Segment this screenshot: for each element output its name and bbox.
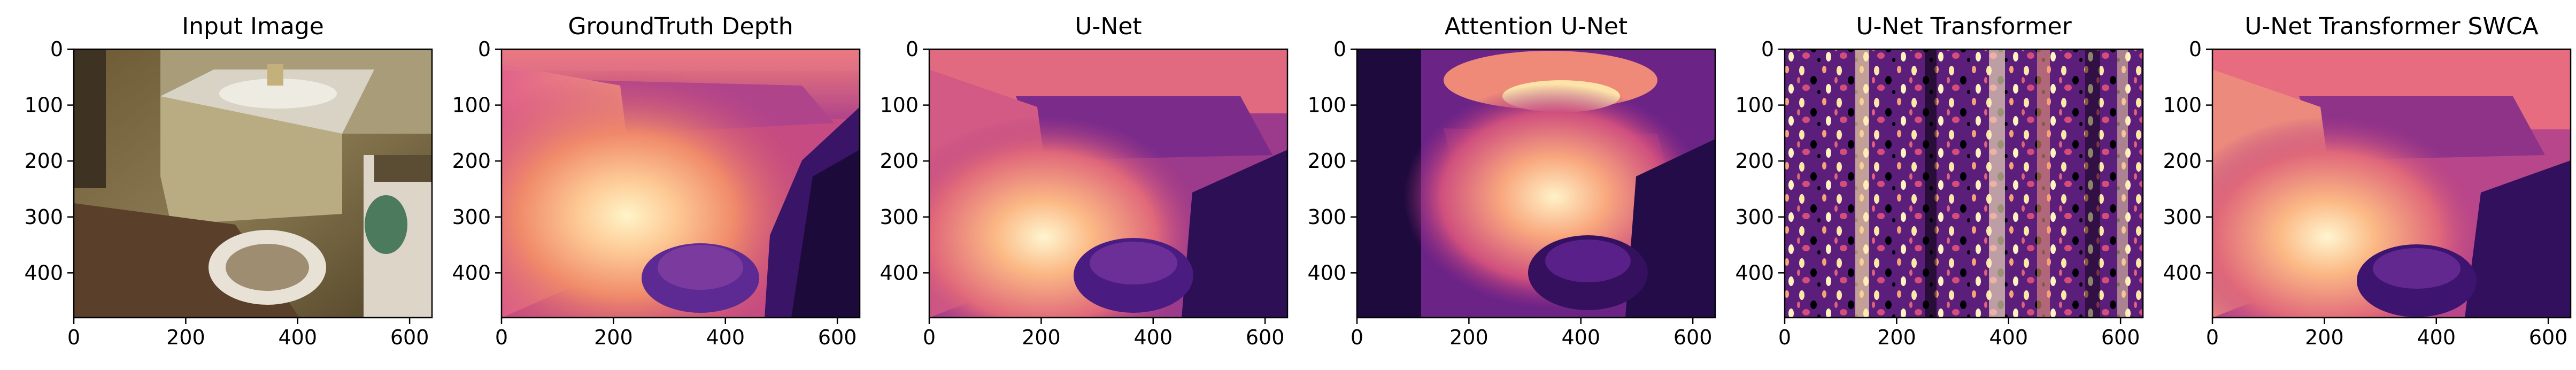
y-tick-label: 300 (1307, 205, 1346, 229)
y-tick-label: 0 (906, 37, 919, 61)
panel-groundtruth-depth: GroundTruth Depth (500, 13, 861, 319)
x-tick-label: 200 (1449, 326, 1488, 349)
x-tick-label: 600 (2529, 326, 2568, 349)
x-tick-label: 600 (1246, 326, 1285, 349)
panel-unet-transformer: U-Net Transformer (1784, 13, 2144, 319)
y-tick-label: 400 (880, 261, 919, 284)
x-tick-label: 200 (594, 326, 633, 349)
y-tick-label: 100 (1735, 94, 1774, 117)
y-tick-label: 200 (452, 149, 491, 173)
x-tick-label: 0 (923, 326, 936, 349)
bathroom-rgb-photo (74, 49, 432, 318)
y-tick-label: 300 (1735, 205, 1774, 229)
y-tick-label: 300 (24, 205, 63, 229)
y-tick-label: 100 (24, 94, 63, 117)
y-tick-label: 400 (24, 261, 63, 284)
panel-unet: U-Net (928, 13, 1289, 319)
attention-unet-predicted-depth-map (1357, 49, 1715, 318)
x-tick-label: 600 (2101, 326, 2140, 349)
x-tick-label: 200 (1022, 326, 1061, 349)
x-tick-label: 0 (495, 326, 508, 349)
y-tick-label: 200 (24, 149, 63, 173)
x-tick-label: 200 (166, 326, 205, 349)
panel-attention-unet: Attention U-Net (1356, 13, 1716, 319)
axis-ticks: 0 200 400 600 0 100 200 300 400 0 200 400 600 0 100 200… (24, 37, 2567, 349)
x-tick-label: 0 (67, 326, 80, 349)
panel-title: GroundTruth Depth (568, 13, 793, 40)
panel-input-image: Input Image (73, 13, 433, 319)
y-tick-label: 0 (478, 37, 491, 61)
panel-title: Input Image (182, 13, 324, 40)
y-tick-label: 100 (452, 94, 491, 117)
x-tick-label: 600 (818, 326, 857, 349)
panel-unet-transformer-swca: U-Net Transformer SWCA (2211, 13, 2572, 319)
y-tick-label: 300 (452, 205, 491, 229)
x-tick-label: 400 (278, 326, 317, 349)
x-tick-label: 400 (1133, 326, 1173, 349)
y-tick-label: 200 (1307, 149, 1346, 173)
x-tick-label: 200 (2305, 326, 2344, 349)
unet-predicted-depth-map (929, 49, 1287, 318)
panel-title: U-Net (1075, 13, 1142, 40)
y-tick-label: 200 (1735, 149, 1774, 173)
y-tick-label: 100 (880, 94, 919, 117)
x-tick-label: 600 (390, 326, 429, 349)
y-tick-label: 100 (1307, 94, 1346, 117)
panel-title: Attention U-Net (1445, 13, 1628, 40)
y-tick-label: 400 (452, 261, 491, 284)
y-tick-label: 300 (2163, 205, 2202, 229)
x-tick-label: 400 (706, 326, 745, 349)
y-tick-label: 0 (2189, 37, 2202, 61)
panel-title: U-Net Transformer (1856, 13, 2072, 40)
x-tick-label: 400 (1989, 326, 2028, 349)
y-tick-label: 100 (2163, 94, 2202, 117)
y-tick-label: 0 (1761, 37, 1774, 61)
y-tick-label: 400 (1307, 261, 1346, 284)
x-tick-label: 600 (1673, 326, 1713, 349)
x-tick-label: 400 (2417, 326, 2456, 349)
y-tick-label: 300 (880, 205, 919, 229)
x-tick-label: 400 (1561, 326, 1600, 349)
panel-title: U-Net Transformer SWCA (2245, 13, 2539, 40)
x-tick-label: 0 (1778, 326, 1791, 349)
y-tick-label: 400 (2163, 261, 2202, 284)
x-tick-label: 200 (1877, 326, 1916, 349)
y-tick-label: 200 (880, 149, 919, 173)
y-tick-label: 0 (50, 37, 63, 61)
x-tick-label: 0 (1351, 326, 1363, 349)
unet-transformer-swca-predicted-depth-map (2212, 49, 2571, 318)
y-tick-label: 400 (1735, 261, 1774, 284)
unet-transformer-predicted-depth-map (1785, 49, 2143, 318)
y-tick-label: 0 (1333, 37, 1346, 61)
y-tick-label: 200 (2163, 149, 2202, 173)
x-tick-label: 0 (2206, 326, 2219, 349)
ground-truth-depth-map (502, 49, 860, 318)
